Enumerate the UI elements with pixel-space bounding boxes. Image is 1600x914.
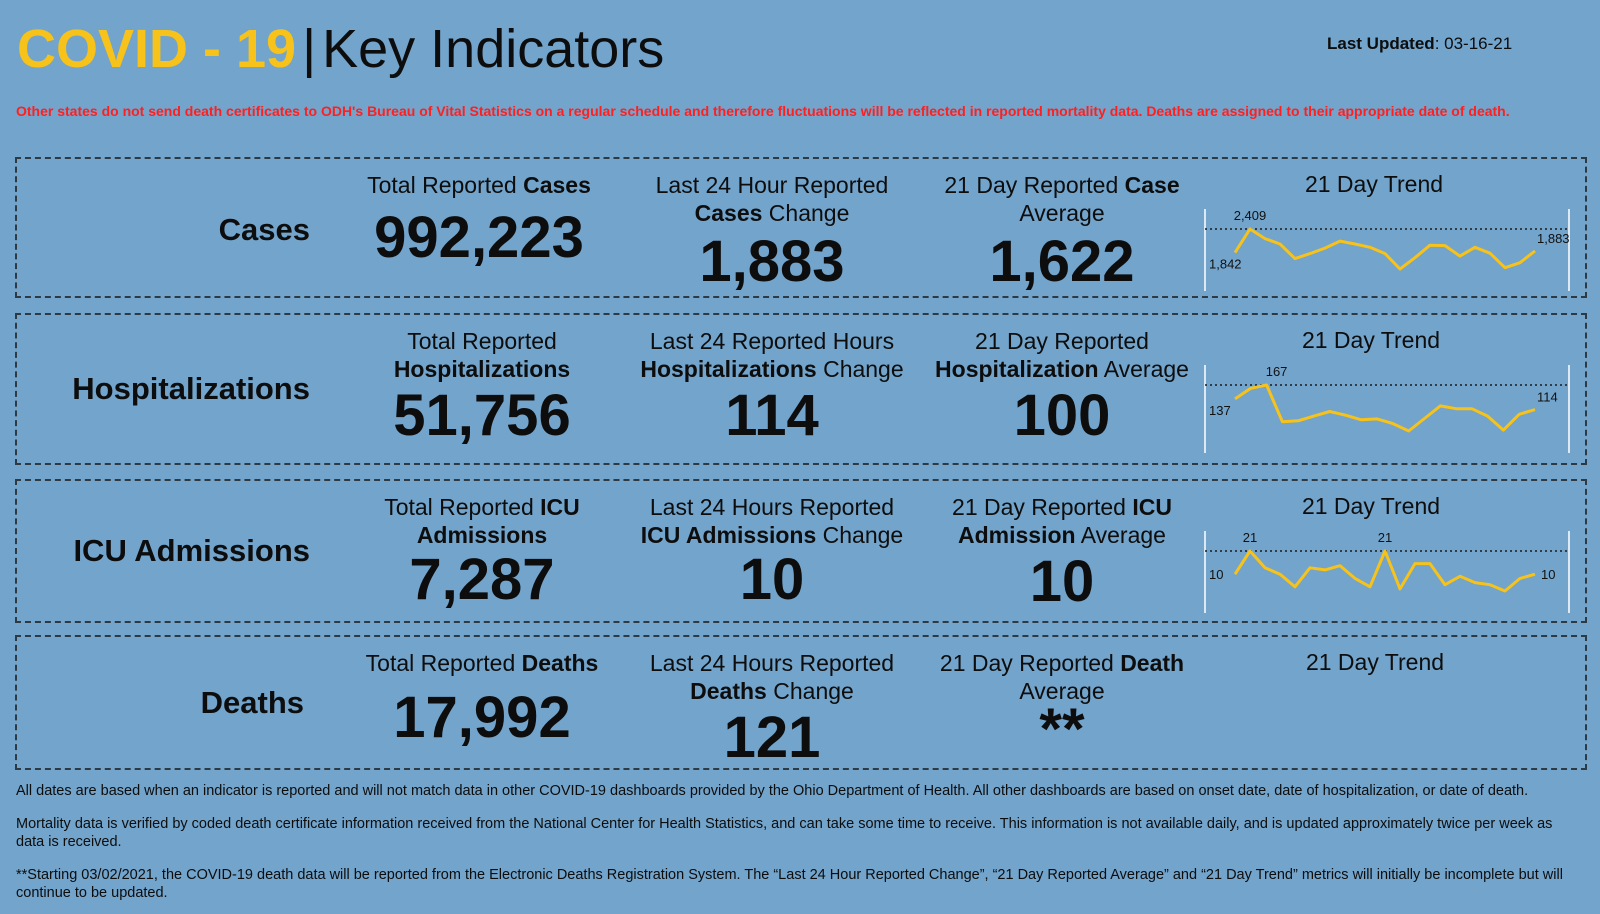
mortality-warning: Other states do not send death certifica… [16, 103, 1510, 119]
cases-total-value: 992,223 [374, 205, 584, 270]
cases-average-value: 1,622 [989, 229, 1135, 294]
icu-average: 21 Day Reported ICU Admission Average 10 [887, 493, 1237, 613]
trend-value-label: 21 [1243, 530, 1257, 545]
icu-total-value: 7,287 [409, 547, 555, 612]
trend-value-label: 10 [1209, 567, 1223, 582]
icu-total-label: Total Reported ICU Admissions [384, 494, 580, 548]
cases-trend-title: 21 Day Trend [1304, 171, 1444, 197]
deaths-average-label: 21 Day Reported Death Average [939, 650, 1185, 704]
dashboard-header: COVID - 19 | Key Indicators [17, 18, 665, 79]
trend-series-line [1233, 227, 1536, 271]
cases-change-value: 1,883 [699, 229, 845, 294]
cases-trend-chart: 2,409 1,842 1,883 [1204, 208, 1570, 291]
hosp-average-value: 100 [1013, 383, 1111, 448]
hosp-total-value: 51,756 [393, 383, 571, 448]
footnote-mortality: Mortality data is verified by coded deat… [16, 816, 1553, 850]
icu-change-value: 10 [739, 547, 805, 612]
hosp-total-label: Total Reported Hospitalizations [393, 328, 571, 382]
deaths-total: Total Reported Deaths 17,992 [307, 649, 657, 749]
panel-cases: Cases Total Reported Cases 992,223 Last … [15, 157, 1587, 298]
trend-value-label: 21 [1378, 530, 1392, 545]
cases-change: Last 24 Hour Reported Cases Change 1,883 [607, 171, 937, 293]
panel-hospitalizations: Hospitalizations Total Reported Hospitali… [15, 313, 1587, 465]
last-updated-value: : 03-16-21 [1434, 34, 1513, 53]
hosp-trend-title: 21 Day Trend [1301, 327, 1441, 353]
deaths-change-value: 121 [723, 705, 821, 770]
hosp-change-value: 114 [725, 383, 819, 448]
row-label-hospitalizations: Hospitalizations [72, 371, 310, 406]
trend-value-label: 137 [1209, 403, 1231, 418]
cases-average-label: 21 Day Reported Case Average [944, 172, 1180, 226]
panel-deaths: Deaths Total Reported Deaths 17,992 Last… [15, 635, 1587, 770]
deaths-total-label: Total Reported Deaths [365, 650, 599, 676]
trend-value-label: 114 [1537, 390, 1558, 405]
last-updated-label: Last Updated [1327, 34, 1435, 53]
trend-series-line [1234, 383, 1536, 433]
icu-total: Total Reported ICU Admissions 7,287 [307, 493, 657, 611]
row-label-icu: ICU Admissions [73, 533, 310, 568]
hosp-average-label: 21 Day Reported Hospitalization Average [935, 328, 1189, 382]
cases-average: 21 Day Reported Case Average 1,622 [897, 171, 1227, 293]
hosp-change-label: Last 24 Reported Hours Hospitalizations C… [640, 328, 904, 382]
footnote-edrs: **Starting 03/02/2021, the COVID-19 deat… [16, 867, 1563, 901]
trend-value-label: 1,883 [1537, 231, 1570, 246]
row-label-deaths: Deaths [200, 685, 304, 720]
hosp-change: Last 24 Reported Hours Hospitalizations C… [597, 327, 947, 447]
deaths-trend-title: 21 Day Trend [1305, 649, 1445, 675]
deaths-change-label: Last 24 Hours Reported Deaths Change [649, 650, 895, 704]
trend-series-line [1233, 549, 1536, 593]
icu-trend-title: 21 Day Trend [1301, 493, 1441, 519]
row-label-cases: Cases [218, 212, 310, 247]
deaths-change: Last 24 Hours Reported Deaths Change 121 [597, 649, 947, 769]
cases-total: Total Reported Cases 992,223 [319, 171, 639, 269]
icu-average-value: 10 [1029, 549, 1095, 614]
footnote-dates: All dates are based when an indicator is… [16, 783, 1529, 799]
title-key-indicators: Key Indicators [322, 19, 665, 79]
deaths-total-value: 17,992 [393, 685, 571, 750]
icu-average-label: 21 Day Reported ICU Admission Average [952, 494, 1172, 548]
icu-change-label: Last 24 Hours Reported ICU Admissions Cha… [640, 494, 904, 548]
trend-value-label: 1,842 [1209, 257, 1242, 272]
title-separator: | [302, 19, 317, 79]
hosp-trend-chart: 167 137 114 [1204, 364, 1570, 453]
trend-value-label: 10 [1541, 567, 1555, 582]
panel-icu: ICU Admissions Total Reported ICU Admissi… [15, 479, 1587, 623]
deaths-average: 21 Day Reported Death Average ** [887, 649, 1237, 761]
icu-change: Last 24 Hours Reported ICU Admissions Cha… [597, 493, 947, 611]
last-updated: Last Updated: 03-16-21 [1327, 34, 1512, 54]
trend-value-label: 2,409 [1234, 208, 1267, 223]
hosp-average: 21 Day Reported Hospitalization Average 1… [887, 327, 1237, 447]
title-covid: COVID - 19 [17, 19, 297, 79]
cases-change-label: Last 24 Hour Reported Cases Change [655, 172, 889, 226]
cases-total-label: Total Reported Cases [367, 172, 591, 198]
deaths-average-value: ** [1039, 697, 1085, 762]
hosp-total: Total Reported Hospitalizations 51,756 [307, 327, 657, 447]
trend-value-label: 167 [1266, 364, 1288, 379]
icu-trend-chart: 21 21 10 10 [1204, 530, 1570, 613]
